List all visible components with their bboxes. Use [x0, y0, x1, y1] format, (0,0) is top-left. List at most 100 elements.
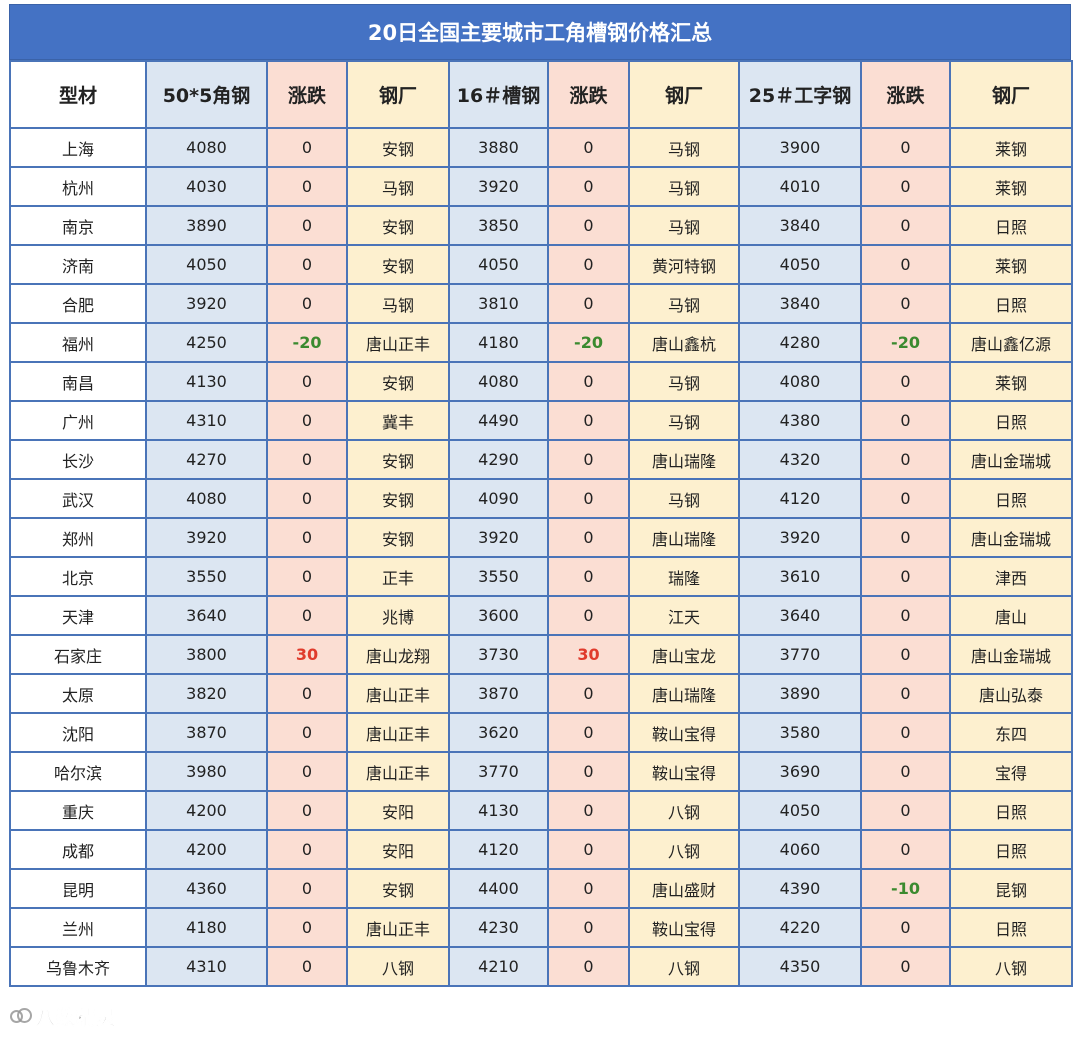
ibeam-price-cell: 4060	[738, 829, 862, 870]
ibeam-price-cell: 4380	[738, 400, 862, 441]
angle-mill-cell: 唐山正丰	[346, 712, 450, 753]
table-row: 天津 3640 0 兆博 3600 0 江天 3640 0 唐山	[9, 595, 1073, 636]
table-row: 郑州 3920 0 安钢 3920 0 唐山瑞隆 3920 0 唐山金瑞城	[9, 517, 1073, 558]
angle-price-cell: 4310	[145, 946, 268, 987]
angle-mill-cell: 安钢	[346, 478, 450, 519]
ibeam-change-cell: 0	[860, 478, 951, 519]
angle-change-cell: 0	[266, 712, 348, 753]
angle-mill-cell: 兆博	[346, 595, 450, 636]
city-cell: 济南	[9, 244, 147, 285]
channel-change-cell: 0	[547, 517, 630, 558]
channel-price-cell: 3850	[448, 205, 549, 246]
angle-change-cell: 0	[266, 439, 348, 480]
angle-change-cell: 0	[266, 829, 348, 870]
ibeam-mill-cell: 昆钢	[949, 868, 1073, 909]
channel-price-cell: 3550	[448, 556, 549, 597]
table-row: 武汉 4080 0 安钢 4090 0 马钢 4120 0 日照	[9, 478, 1073, 519]
city-cell: 广州	[9, 400, 147, 441]
table-row: 乌鲁木齐 4310 0 八钢 4210 0 八钢 4350 0 八钢	[9, 946, 1073, 987]
channel-price-cell: 4180	[448, 322, 549, 363]
channel-price-cell: 3770	[448, 751, 549, 792]
channel-price-cell: 3920	[448, 517, 549, 558]
angle-price-cell: 4310	[145, 400, 268, 441]
angle-mill-cell: 正丰	[346, 556, 450, 597]
city-cell: 乌鲁木齐	[9, 946, 147, 987]
channel-change-cell: 0	[547, 907, 630, 948]
channel-price-cell: 4490	[448, 400, 549, 441]
channel-change-cell: 0	[547, 400, 630, 441]
price-table: 型材 50*5角钢 涨跌 钢厂 16＃槽钢 涨跌 钢厂 25＃工字钢 涨跌 钢厂…	[9, 60, 1073, 987]
ibeam-change-cell: 0	[860, 283, 951, 324]
channel-mill-cell: 马钢	[628, 127, 740, 168]
city-cell: 上海	[9, 127, 147, 168]
angle-mill-cell: 唐山正丰	[346, 751, 450, 792]
ibeam-mill-cell: 莱钢	[949, 166, 1073, 207]
angle-change-cell: -20	[266, 322, 348, 363]
city-cell: 成都	[9, 829, 147, 870]
angle-change-cell: 0	[266, 595, 348, 636]
channel-price-cell: 3870	[448, 673, 549, 714]
angle-price-cell: 4080	[145, 127, 268, 168]
watermark: 八数精灵	[10, 1003, 116, 1030]
angle-price-cell: 4270	[145, 439, 268, 480]
channel-price-cell: 3810	[448, 283, 549, 324]
channel-mill-cell: 八钢	[628, 790, 740, 831]
ibeam-price-cell: 4220	[738, 907, 862, 948]
ibeam-mill-cell: 日照	[949, 400, 1073, 441]
angle-change-cell: 0	[266, 361, 348, 402]
angle-mill-cell: 安钢	[346, 517, 450, 558]
ibeam-change-cell: 0	[860, 205, 951, 246]
angle-change-cell: 0	[266, 127, 348, 168]
channel-price-cell: 4120	[448, 829, 549, 870]
channel-change-cell: 0	[547, 283, 630, 324]
channel-mill-cell: 唐山瑞隆	[628, 673, 740, 714]
channel-change-cell: 0	[547, 712, 630, 753]
ibeam-change-cell: 0	[860, 517, 951, 558]
city-cell: 哈尔滨	[9, 751, 147, 792]
ibeam-mill-cell: 津西	[949, 556, 1073, 597]
angle-change-cell: 0	[266, 907, 348, 948]
header-type: 型材	[9, 60, 147, 129]
ibeam-price-cell: 3840	[738, 205, 862, 246]
ibeam-change-cell: 0	[860, 439, 951, 480]
angle-mill-cell: 安钢	[346, 127, 450, 168]
ibeam-price-cell: 4390	[738, 868, 862, 909]
ibeam-price-cell: 4350	[738, 946, 862, 987]
table-row: 哈尔滨 3980 0 唐山正丰 3770 0 鞍山宝得 3690 0 宝得	[9, 751, 1073, 792]
ibeam-mill-cell: 日照	[949, 205, 1073, 246]
table-row: 成都 4200 0 安阳 4120 0 八钢 4060 0 日照	[9, 829, 1073, 870]
ibeam-price-cell: 3610	[738, 556, 862, 597]
ibeam-mill-cell: 唐山鑫亿源	[949, 322, 1073, 363]
ibeam-change-cell: 0	[860, 634, 951, 675]
angle-change-cell: 30	[266, 634, 348, 675]
ibeam-mill-cell: 东四	[949, 712, 1073, 753]
ibeam-mill-cell: 八钢	[949, 946, 1073, 987]
angle-change-cell: 0	[266, 400, 348, 441]
ibeam-change-cell: 0	[860, 673, 951, 714]
angle-price-cell: 3980	[145, 751, 268, 792]
angle-mill-cell: 安钢	[346, 868, 450, 909]
angle-price-cell: 4030	[145, 166, 268, 207]
channel-change-cell: 0	[547, 439, 630, 480]
ibeam-mill-cell: 莱钢	[949, 361, 1073, 402]
angle-mill-cell: 安钢	[346, 361, 450, 402]
angle-mill-cell: 唐山正丰	[346, 322, 450, 363]
table-row: 合肥 3920 0 马钢 3810 0 马钢 3840 0 日照	[9, 283, 1073, 324]
city-cell: 石家庄	[9, 634, 147, 675]
watermark-text: 八数精灵	[36, 1007, 117, 1030]
ibeam-price-cell: 4010	[738, 166, 862, 207]
angle-mill-cell: 安钢	[346, 205, 450, 246]
city-cell: 福州	[9, 322, 147, 363]
channel-mill-cell: 马钢	[628, 361, 740, 402]
table-row: 昆明 4360 0 安钢 4400 0 唐山盛财 4390 -10 昆钢	[9, 868, 1073, 909]
table-row: 南昌 4130 0 安钢 4080 0 马钢 4080 0 莱钢	[9, 361, 1073, 402]
angle-mill-cell: 唐山正丰	[346, 673, 450, 714]
header-ibeam-steel: 25＃工字钢	[738, 60, 862, 129]
angle-change-cell: 0	[266, 751, 348, 792]
ibeam-change-cell: 0	[860, 829, 951, 870]
channel-change-cell: 0	[547, 595, 630, 636]
table-row: 兰州 4180 0 唐山正丰 4230 0 鞍山宝得 4220 0 日照	[9, 907, 1073, 948]
header-channel-change: 涨跌	[547, 60, 630, 129]
angle-price-cell: 3800	[145, 634, 268, 675]
table-row: 石家庄 3800 30 唐山龙翔 3730 30 唐山宝龙 3770 0 唐山金瑞城	[9, 634, 1073, 675]
